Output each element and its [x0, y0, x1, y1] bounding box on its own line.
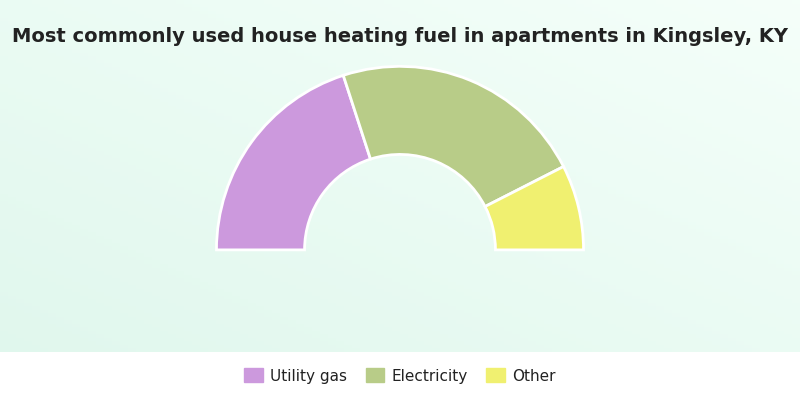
Text: Most commonly used house heating fuel in apartments in Kingsley, KY: Most commonly used house heating fuel in… [12, 26, 788, 46]
Wedge shape [343, 66, 563, 206]
Legend: Utility gas, Electricity, Other: Utility gas, Electricity, Other [238, 362, 562, 390]
Wedge shape [485, 166, 583, 250]
Wedge shape [217, 75, 370, 250]
